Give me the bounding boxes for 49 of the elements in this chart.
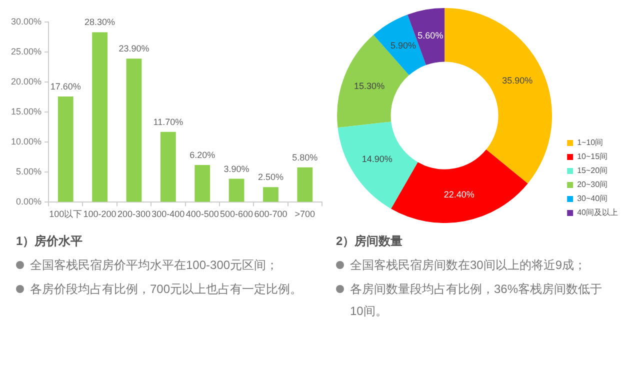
data-label: 6.20% — [190, 150, 216, 160]
x-tick-label: 400-500 — [186, 209, 219, 220]
data-label: 22.40% — [444, 189, 474, 200]
data-label: 2.50% — [258, 172, 284, 182]
legend-label: 1~10间 — [577, 138, 604, 148]
y-tick-label: 0.00% — [16, 196, 42, 207]
legend-label: 10~15间 — [577, 152, 608, 162]
text: 1）房价水平 — [16, 233, 84, 250]
bar — [92, 32, 108, 202]
legend-label: 40间及以上 — [577, 208, 618, 218]
y-tick-label: 30.00% — [10, 16, 42, 26]
bar — [263, 187, 278, 202]
bar — [228, 178, 244, 202]
bar — [160, 132, 176, 202]
x-tick-label: 500-600 — [220, 209, 254, 220]
data-label: 3.90% — [224, 164, 250, 174]
x-tick-label: >700 — [294, 209, 316, 220]
legend-label: 20~30间 — [577, 180, 608, 190]
bar — [297, 167, 313, 202]
bar — [58, 96, 74, 202]
data-label: 5.90% — [390, 40, 416, 51]
text: 各房间数量段均占有比例，36%客栈房间数低于10间。 — [350, 281, 604, 320]
bar — [194, 164, 210, 202]
data-label: 35.90% — [502, 75, 533, 86]
y-tick-label: 5.00% — [16, 166, 42, 177]
data-label: 11.70% — [153, 116, 184, 127]
data-label: 5.60% — [418, 30, 444, 41]
text: 全国客栈民宿房间数在30间以上的将近9成； — [350, 257, 588, 274]
text: 全国客栈民宿房价平均水平在100-300元区间； — [30, 257, 280, 274]
data-label: 23.90% — [118, 44, 150, 54]
data-label: 28.30% — [84, 17, 116, 28]
x-tick-label: 300-400 — [152, 209, 185, 220]
bar — [126, 58, 142, 202]
x-tick-label: 600-700 — [254, 209, 288, 220]
legend-label: 30~40间 — [577, 194, 608, 204]
text: 各房价段均占有比例，700元以上也占有一定比例。 — [30, 281, 304, 298]
y-tick-label: 10.00% — [10, 136, 42, 147]
text: 2）房间数量 — [336, 233, 404, 250]
x-tick-label: 100以下 — [49, 209, 82, 220]
x-tick-label: 200-300 — [117, 209, 150, 220]
data-label: 17.60% — [50, 81, 81, 92]
y-tick-label: 15.00% — [10, 106, 42, 117]
data-label: 15.30% — [354, 81, 385, 92]
x-tick-label: 100-200 — [83, 209, 116, 220]
legend-label: 15~20间 — [577, 166, 608, 176]
data-label: 5.80% — [292, 152, 318, 162]
y-tick-label: 20.00% — [10, 76, 42, 87]
y-tick-label: 25.00% — [10, 46, 42, 57]
data-label: 14.90% — [362, 154, 392, 164]
